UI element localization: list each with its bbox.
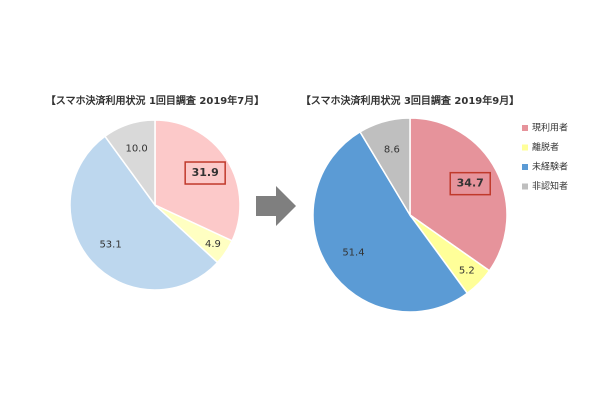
highlight-box [184, 161, 226, 185]
data-label: 51.4 [342, 248, 364, 259]
pie-slice [154, 119, 241, 242]
data-label: 5.2 [459, 266, 475, 277]
legend-label: 未経験者 [532, 161, 568, 173]
chart-title: 【スマホ決済利用状況 3回目調査 2019年9月】 [301, 94, 519, 107]
data-label: 34.7 [457, 177, 484, 190]
legend-label: 非認知者 [532, 180, 568, 192]
data-label: 53.1 [99, 240, 121, 251]
data-label: 31.9 [192, 166, 219, 179]
legend-label: 現利用者 [532, 122, 568, 134]
legend-swatch [522, 125, 528, 131]
pie-slice [103, 119, 156, 208]
highlight-box [449, 171, 491, 196]
data-label: 4.9 [205, 239, 221, 250]
legend-label: 離脱者 [532, 141, 559, 153]
chart-title: 【スマホ決済利用状況 1回目調査 2019年7月】 [46, 94, 264, 107]
data-label: 10.0 [125, 143, 147, 154]
legend-swatch [522, 144, 528, 151]
pie-slice [69, 135, 219, 291]
arrow [256, 186, 296, 226]
pie-slice [359, 117, 411, 218]
legend-swatch [522, 183, 528, 190]
data-label: 8.6 [384, 145, 400, 156]
pie-slice [312, 130, 469, 313]
legend-swatch [522, 164, 528, 170]
